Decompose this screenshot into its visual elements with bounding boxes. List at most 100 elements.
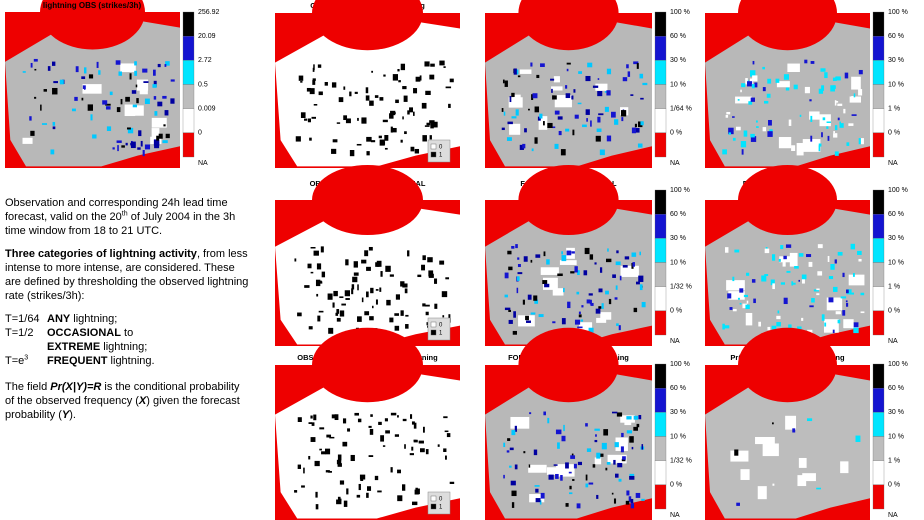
colorbar-segment — [655, 85, 666, 109]
map-cell — [570, 455, 575, 459]
colorbar-label: 20.09 — [198, 33, 216, 40]
map-cell — [352, 277, 357, 282]
map-cell — [632, 252, 637, 256]
map-cell — [400, 281, 404, 286]
colorbar-segment — [655, 388, 666, 412]
colorbar-label: NA — [670, 160, 680, 167]
threshold-value: T=e3 — [5, 354, 47, 368]
map-cell — [596, 495, 598, 499]
map-cell — [753, 61, 755, 64]
map-cell — [404, 131, 407, 134]
map-cell — [391, 467, 393, 472]
map-cell — [360, 478, 363, 481]
map-cell — [524, 128, 527, 132]
map-cell — [505, 308, 510, 310]
colorbar-segment — [873, 412, 884, 436]
map-cell — [560, 475, 563, 481]
map-cell — [818, 244, 823, 248]
map-cell — [763, 87, 766, 91]
map-cell — [581, 305, 583, 307]
map-cell — [607, 462, 611, 465]
map-cell — [411, 447, 413, 451]
map-cell — [314, 251, 319, 256]
map-cell — [121, 145, 125, 147]
map-cell — [134, 71, 137, 76]
map-cell — [404, 96, 408, 102]
map-cell — [510, 96, 512, 102]
legend-swatch — [431, 144, 436, 149]
map-mask — [312, 328, 423, 402]
map-cell — [636, 128, 640, 133]
threshold-value: T=1/2 — [5, 326, 47, 340]
map-cell — [563, 425, 565, 431]
map-cell — [727, 293, 731, 298]
map-cell — [587, 63, 592, 68]
map-cell — [606, 90, 610, 95]
map-cell — [92, 134, 96, 138]
map-cell — [858, 89, 862, 95]
map-cell — [345, 298, 349, 300]
map-cell — [429, 75, 434, 80]
map-cell — [450, 79, 454, 83]
map-cell — [567, 69, 569, 71]
map-cell — [616, 250, 618, 253]
map-cell — [294, 258, 296, 261]
map-cell — [733, 138, 736, 141]
page: lightning OBS (strikes/3h)256.9220.092.7… — [0, 0, 924, 520]
map-patch — [755, 437, 775, 444]
map-cell — [507, 438, 510, 441]
map-cell — [366, 292, 369, 298]
map-cell — [533, 295, 537, 300]
map-cell — [343, 418, 346, 423]
paragraph: The field Pr(X|Y)=R is the conditional p… — [5, 380, 250, 422]
map-cell — [752, 84, 755, 88]
map-cell — [734, 250, 739, 253]
map-cell — [127, 127, 131, 129]
threshold-label: OCCASIONAL to — [47, 326, 250, 340]
map-cell — [578, 103, 582, 105]
map-cell — [536, 75, 539, 78]
map-cell — [339, 296, 343, 298]
map-cell — [636, 493, 641, 498]
map-cell — [134, 61, 137, 65]
colorbar-label: 60 % — [670, 211, 686, 218]
map-cell — [402, 116, 404, 119]
map-cell — [768, 120, 772, 126]
colorbar-segment — [873, 287, 884, 311]
map-cell — [414, 440, 418, 443]
map-cell — [535, 106, 539, 112]
map-cell — [544, 251, 546, 256]
map-cell — [574, 464, 577, 469]
colorbar-segment — [873, 214, 884, 238]
map-cell — [634, 308, 637, 312]
colorbar-segment — [655, 109, 666, 133]
map-cell — [383, 75, 385, 77]
map-cell — [616, 323, 619, 326]
text: ). — [69, 409, 76, 421]
map-cell — [34, 59, 38, 62]
map-cell — [762, 67, 765, 69]
map-cell — [596, 309, 601, 314]
map-cell — [166, 134, 170, 138]
map-cell — [311, 437, 316, 442]
colorbar-label: 10 % — [670, 259, 686, 266]
map-cell — [40, 105, 42, 111]
map-cell — [141, 141, 143, 147]
map-cell — [821, 132, 823, 137]
map-cell — [724, 325, 729, 328]
map-cell — [579, 314, 582, 317]
map-patch — [730, 451, 748, 462]
map-cell — [851, 96, 853, 99]
map-cell — [515, 244, 518, 248]
text: T=1/2 — [5, 327, 33, 339]
map-cell — [317, 316, 320, 322]
map-patch — [779, 137, 791, 148]
map-cell — [605, 291, 609, 295]
map-cell — [547, 418, 549, 423]
map-cell — [806, 254, 811, 257]
threshold-label: FREQUENT lightning. — [47, 354, 250, 368]
map-cell — [626, 490, 629, 495]
map-cell — [625, 256, 629, 259]
map-cell — [513, 311, 516, 317]
map-cell — [791, 145, 795, 151]
